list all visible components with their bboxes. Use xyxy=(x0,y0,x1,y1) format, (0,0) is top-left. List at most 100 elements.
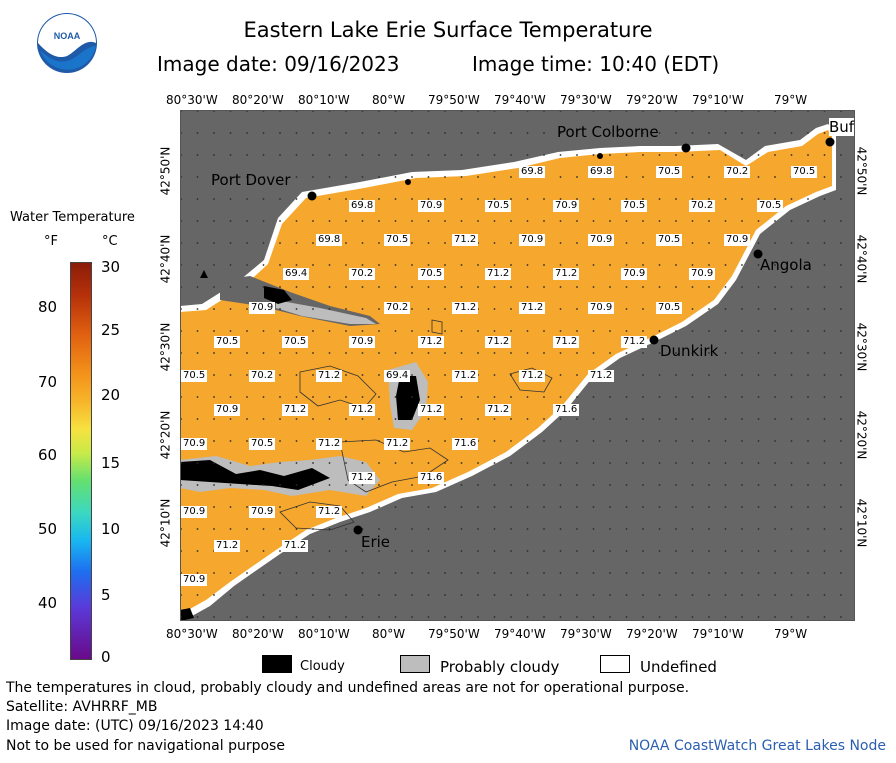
port-colborne-marker xyxy=(681,143,691,153)
label-buffalo: Buf xyxy=(829,118,855,136)
temp-label: 71.2 xyxy=(553,336,580,348)
temp-label: 70.9 xyxy=(588,234,615,246)
lat-label-left: 42°30'N xyxy=(158,322,173,372)
temp-label: 70.2 xyxy=(384,302,411,314)
image-time: Image time: 10:40 (EDT) xyxy=(472,52,720,76)
temp-label: 70.5 xyxy=(757,200,784,212)
temp-label: 71.2 xyxy=(485,268,512,280)
lon-label-top: 80°W xyxy=(372,93,406,107)
temp-label: 71.2 xyxy=(485,404,512,416)
temp-label: 69.8 xyxy=(588,166,615,178)
temp-label: 71.2 xyxy=(519,370,546,382)
lon-label-top: 80°30'W xyxy=(166,93,218,107)
temp-label: 69.8 xyxy=(519,166,546,178)
temp-label: 70.2 xyxy=(689,200,716,212)
lon-label-top: 79°W xyxy=(774,93,808,107)
temp-label: 71.2 xyxy=(316,506,343,518)
temp-label: 70.5 xyxy=(214,336,241,348)
lon-label-bottom: 80°30'W xyxy=(166,627,218,641)
lon-label-top: 80°20'W xyxy=(232,93,284,107)
nav-warning-text: Not to be used for navigational purpose xyxy=(6,738,285,754)
lon-label-top: 80°10'W xyxy=(298,93,350,107)
temp-label: 70.5 xyxy=(656,166,683,178)
temp-label: 71.2 xyxy=(418,404,445,416)
dunkirk-marker xyxy=(649,335,659,345)
utc-date-text: Image date: (UTC) 09/16/2023 14:40 xyxy=(6,718,264,734)
temp-label: 70.5 xyxy=(621,200,648,212)
credit-text: NOAA CoastWatch Great Lakes Node xyxy=(628,738,886,754)
temp-label: 71.2 xyxy=(384,438,411,450)
temp-label: 70.2 xyxy=(249,370,276,382)
temp-label: 70.5 xyxy=(181,370,208,382)
temp-label: 71.2 xyxy=(452,370,479,382)
label-dunkirk: Dunkirk xyxy=(660,342,719,360)
undefined-swatch xyxy=(600,655,630,673)
temp-label: 70.9 xyxy=(689,268,716,280)
lon-label-top: 79°50'W xyxy=(428,93,480,107)
temp-label: 70.9 xyxy=(349,336,376,348)
lat-label-left: 42°10'N xyxy=(158,498,173,548)
f-tick: 40 xyxy=(38,594,58,612)
probably-cloudy-label: Probably cloudy xyxy=(440,658,560,676)
label-erie: Erie xyxy=(361,533,391,551)
lat-label-right: 42°30'N xyxy=(854,322,869,372)
temp-label: 70.5 xyxy=(282,336,309,348)
lon-label-top: 79°20'W xyxy=(626,93,678,107)
temp-label: 71.2 xyxy=(282,404,309,416)
temp-label: 71.6 xyxy=(418,472,445,484)
temp-label: 70.9 xyxy=(418,200,445,212)
temp-label: 69.4 xyxy=(283,268,310,280)
temp-label: 70.9 xyxy=(553,200,580,212)
image-date: Image date: 09/16/2023 xyxy=(157,52,400,76)
c-tick: 0 xyxy=(101,648,111,666)
temp-label: 71.2 xyxy=(452,234,479,246)
lat-label-left: 42°40'N xyxy=(158,234,173,284)
unit-celsius: °C xyxy=(102,234,118,249)
f-tick: 60 xyxy=(38,446,58,464)
lat-label-right: 42°10'N xyxy=(854,498,869,548)
lon-label-bottom: 80°20'W xyxy=(232,627,284,641)
probably-cloudy-swatch xyxy=(400,655,430,673)
lon-label-bottom: 79°30'W xyxy=(560,627,612,641)
temp-label: 70.9 xyxy=(519,234,546,246)
temp-label: 70.9 xyxy=(181,506,208,518)
temp-label: 71.6 xyxy=(452,438,479,450)
svg-text:NOAA: NOAA xyxy=(54,31,81,41)
temp-label: 71.2 xyxy=(553,268,580,280)
c-tick: 30 xyxy=(101,258,121,276)
c-tick: 20 xyxy=(101,386,121,404)
port-dover-marker xyxy=(307,191,317,201)
lon-label-bottom: 79°20'W xyxy=(626,627,678,641)
erie-marker xyxy=(353,525,363,535)
lon-label-bottom: 80°W xyxy=(372,627,406,641)
label-port-dover: Port Dover xyxy=(211,171,291,189)
cloudy-swatch xyxy=(262,655,292,673)
legend-title: Water Temperature xyxy=(10,210,135,225)
temp-label: 71.6 xyxy=(553,404,580,416)
satellite-text: Satellite: AVHRRF_MB xyxy=(6,699,158,715)
buffalo-marker xyxy=(825,137,835,147)
temp-label: 71.2 xyxy=(588,370,615,382)
temp-label: 70.2 xyxy=(349,268,376,280)
c-tick: 15 xyxy=(101,454,121,472)
temp-label: 71.2 xyxy=(621,336,648,348)
disclaimer-text: The temperatures in cloud, probably clou… xyxy=(6,680,690,696)
temperature-color-bar xyxy=(70,262,92,660)
lat-label-right: 42°40'N xyxy=(854,234,869,284)
temp-label: 70.5 xyxy=(656,302,683,314)
c-tick: 5 xyxy=(101,586,111,604)
lake-erie-map xyxy=(180,110,855,621)
temp-label: 71.2 xyxy=(349,472,376,484)
temp-label: 70.5 xyxy=(791,166,818,178)
lon-label-bottom: 79°10'W xyxy=(692,627,744,641)
temp-label: 71.2 xyxy=(519,302,546,314)
temp-label: 70.5 xyxy=(485,200,512,212)
lon-label-bottom: 79°W xyxy=(774,627,808,641)
temp-label: 70.9 xyxy=(181,574,208,586)
lon-label-top: 79°10'W xyxy=(692,93,744,107)
lon-label-bottom: 80°10'W xyxy=(298,627,350,641)
lat-label-right: 42°50'N xyxy=(854,146,869,196)
cloudy-label: Cloudy xyxy=(300,659,345,674)
temp-label: 70.9 xyxy=(249,302,276,314)
temp-label: 70.9 xyxy=(214,404,241,416)
